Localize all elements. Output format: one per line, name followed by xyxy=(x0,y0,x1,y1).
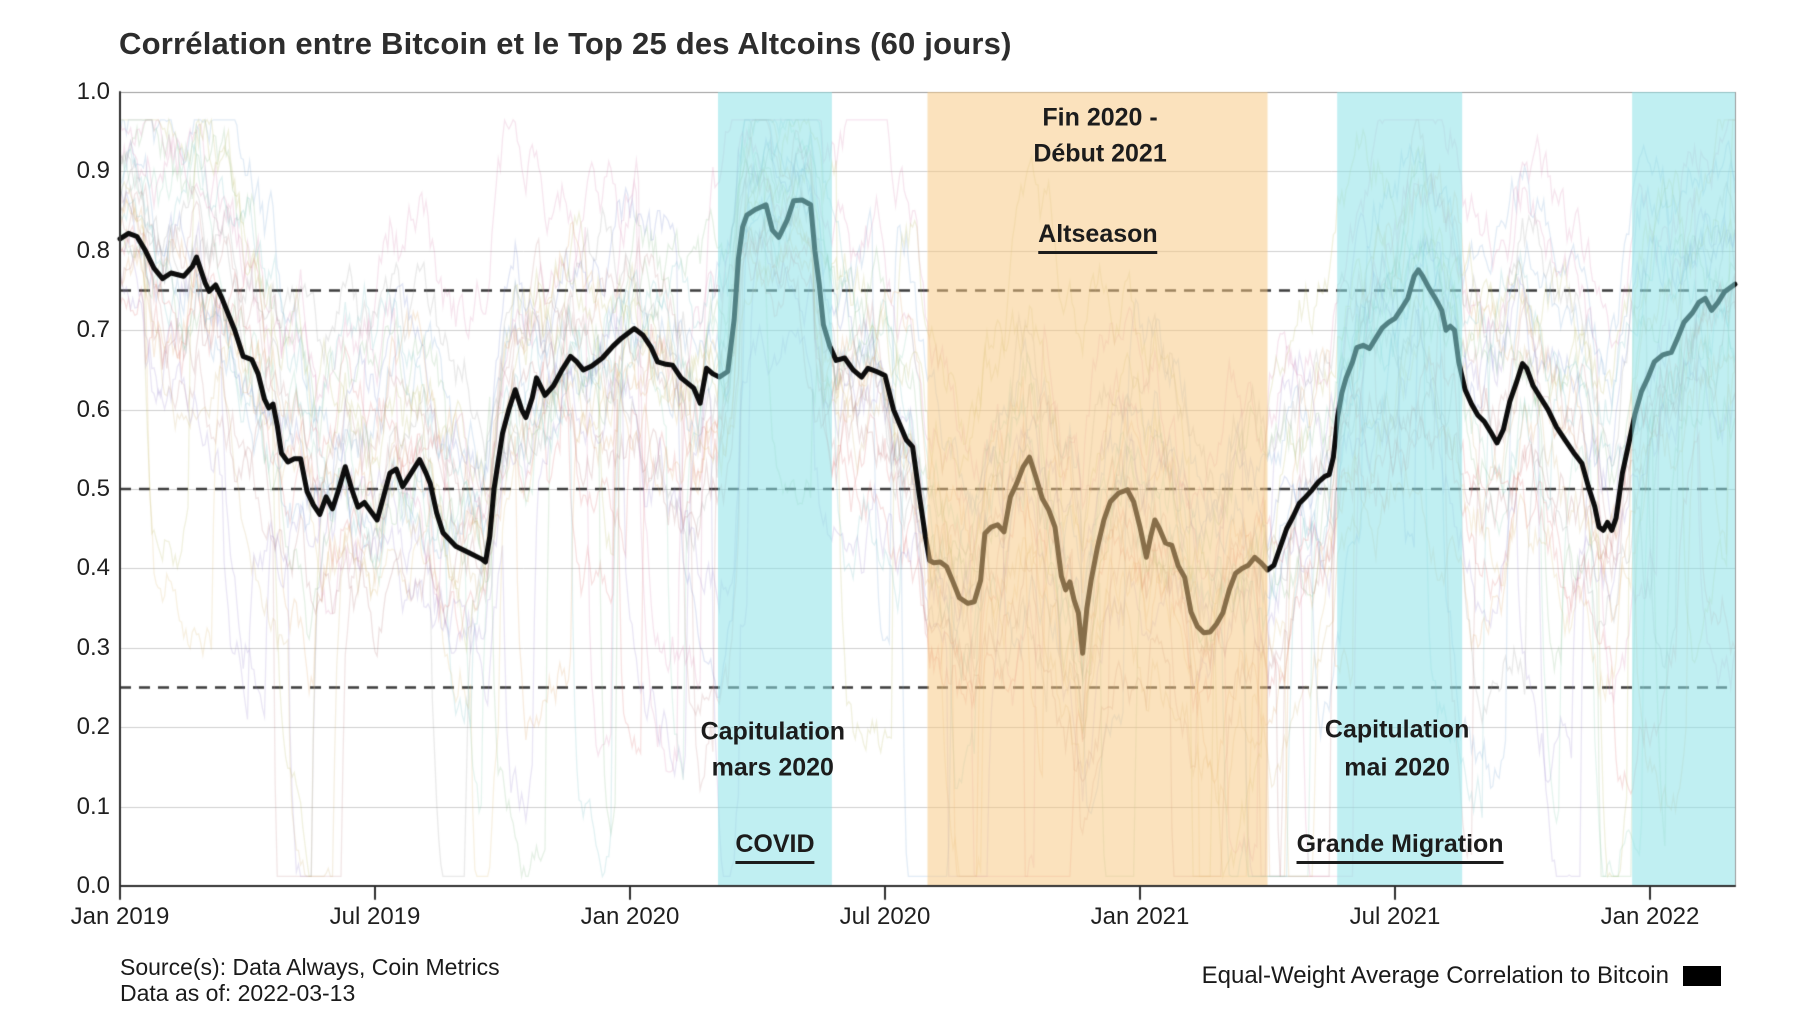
x-tick-label-jan-2020: Jan 2020 xyxy=(580,903,680,930)
altseason-period-line1: Fin 2020 - xyxy=(1042,103,1158,132)
grande-migration-label: Grande Migration xyxy=(1296,830,1504,865)
source-line: Source(s): Data Always, Coin Metrics xyxy=(120,954,500,980)
data-as-of-line: Data as of: 2022-03-13 xyxy=(120,980,356,1006)
y-tick-label-0.5: 0.5 xyxy=(76,475,110,502)
y-tick-label-0.6: 0.6 xyxy=(76,395,110,423)
x-tick-label-jan-2021: Jan 2021 xyxy=(1090,903,1190,930)
y-tick-label-0.9: 0.9 xyxy=(76,157,110,185)
x-tick-label-jul-2021: Jul 2021 xyxy=(1349,903,1441,930)
y-tick-label-0.0: 0.0 xyxy=(76,872,110,899)
y-tick-label-0.2: 0.2 xyxy=(76,713,110,741)
y-tick-label-1.0: 1.0 xyxy=(76,78,110,105)
x-tick-label-jul-2019: Jul 2019 xyxy=(329,903,421,930)
x-tick-label-jan-2022: Jan 2022 xyxy=(1600,903,1700,930)
altseason-label: Altseason xyxy=(1038,220,1158,255)
legend: Equal-Weight Average Correlation to Bitc… xyxy=(1202,962,1721,990)
x-tick-label-jul-2020: Jul 2020 xyxy=(839,903,931,930)
capitulation-mars-line2: mars 2020 xyxy=(711,753,834,782)
y-tick-label-0.1: 0.1 xyxy=(76,792,110,820)
capitulation-mars-line1: Capitulation xyxy=(700,717,846,746)
y-tick-label-0.4: 0.4 xyxy=(76,554,110,582)
legend-label: Equal-Weight Average Correlation to Bitc… xyxy=(1201,962,1669,989)
y-tick-label-0.8: 0.8 xyxy=(76,236,110,264)
y-tick-label-0.7: 0.7 xyxy=(76,316,110,344)
legend-line-swatch-icon xyxy=(1683,966,1721,986)
capitulation-mai-line1: Capitulation xyxy=(1324,715,1470,744)
y-tick-label-0.3: 0.3 xyxy=(76,633,110,661)
page-title: Corrélation entre Bitcoin et le Top 25 d… xyxy=(119,26,1012,61)
source-note: Source(s): Data Always, Coin Metrics Dat… xyxy=(120,954,500,1006)
capitulation-mai-line2: mai 2020 xyxy=(1344,753,1450,782)
covid-label: COVID xyxy=(735,830,815,865)
x-tick-label-jan-2019: Jan 2019 xyxy=(70,903,170,930)
altseason-period-line2: Début 2021 xyxy=(1033,139,1167,168)
